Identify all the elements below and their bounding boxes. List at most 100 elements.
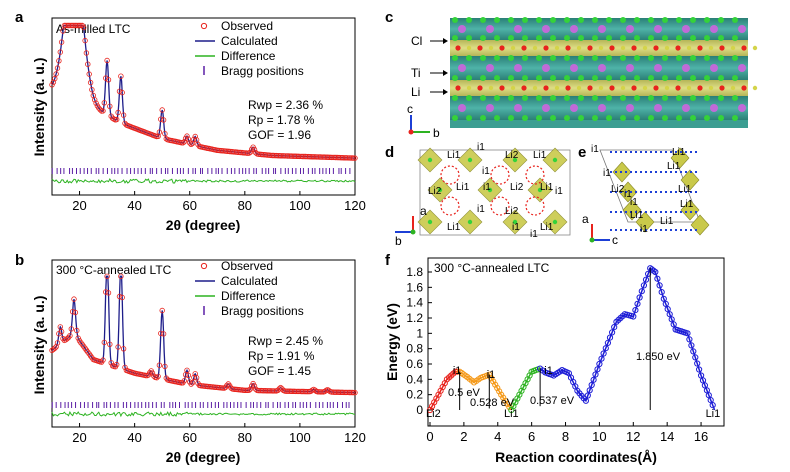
li-atom [609, 85, 615, 91]
cl-site [427, 219, 433, 225]
observed-point [156, 362, 163, 368]
observed-point [69, 309, 76, 315]
cl-atom [662, 55, 668, 61]
energy-point [490, 378, 497, 385]
site-label: Li1 [540, 182, 554, 193]
cl-atom [564, 75, 570, 81]
y-tick-label: 1.2 [406, 311, 423, 325]
energy-point [630, 313, 637, 320]
observed-point [93, 100, 99, 106]
cl-atom [606, 95, 612, 101]
cl-site [437, 187, 443, 193]
ti-atom [570, 25, 578, 33]
cl-atom [592, 55, 598, 61]
energy-point [690, 348, 697, 355]
cl-atom [690, 17, 696, 23]
cl-atom [466, 17, 472, 23]
energy-point [692, 354, 699, 361]
interstitial-site [752, 85, 758, 91]
legend-label: Bragg positions [221, 304, 304, 318]
cl-atom [662, 17, 668, 23]
cl-atom [606, 17, 612, 23]
cl-atom [550, 55, 556, 61]
energy-point [592, 371, 599, 378]
cl-atom [676, 75, 682, 81]
observed-point [160, 331, 167, 337]
e-axis-origin [589, 237, 595, 243]
panel-a-xlabel: 2θ (degree) [166, 217, 240, 233]
fit-statistic: Rwp = 2.36 % [248, 98, 323, 112]
interstitial-site [466, 85, 472, 91]
cl-atom [704, 17, 710, 23]
cl-atom [676, 35, 682, 41]
energy-barrier-label: 1.850 eV [636, 351, 681, 363]
cl-atom [648, 55, 654, 61]
li-atom [477, 45, 483, 51]
ti-atom [570, 64, 578, 72]
energy-point [582, 397, 590, 404]
observed-point [188, 141, 194, 147]
x-tick-label: 6 [528, 429, 535, 444]
observed-point [159, 107, 165, 113]
energy-point [684, 330, 691, 337]
x-tick-label: 16 [694, 429, 708, 444]
site-label: Li2 [426, 408, 441, 420]
observed-point [115, 109, 121, 116]
axis-origin [408, 129, 414, 135]
fit-statistic: GOF = 1.96 [248, 128, 311, 142]
panel-b-xlabel: 2θ (degree) [166, 449, 240, 465]
energy-point [600, 350, 607, 357]
panel-a-frame [51, 17, 356, 196]
cl-atom [480, 35, 486, 41]
fit-statistic: GOF = 1.45 [248, 364, 311, 378]
li-atom [631, 85, 637, 91]
cl-atom [452, 17, 458, 23]
panel-c-letter: c [385, 9, 393, 26]
panel-b: b 300 °C-annealed LTC Intensity (a. u.) … [15, 252, 366, 465]
panel-a-stats: Rwp = 2.36 %Rp = 1.78 %GOF = 1.96 [248, 98, 323, 142]
cl-atom [662, 75, 668, 81]
legend-label: Calculated [221, 34, 278, 48]
li-polyhedron [690, 214, 710, 236]
x-tick-label: 120 [344, 198, 366, 213]
cl-atom [466, 75, 472, 81]
y-tick-label: 0.8 [406, 342, 423, 356]
li-atom [653, 85, 659, 91]
observed-point [352, 389, 358, 396]
cl-site [467, 157, 473, 163]
energy-point [492, 381, 499, 388]
ti-atom [542, 64, 550, 72]
observed-point [85, 61, 91, 67]
li-atom [719, 45, 725, 51]
e-axis-c-label: c [612, 233, 618, 247]
interstitial-site [752, 45, 758, 51]
observed-point [160, 117, 167, 123]
ti-atom [458, 104, 466, 112]
energy-barrier-label: 0.528 eV [470, 397, 515, 409]
energy-point [686, 336, 693, 343]
observed-point [224, 382, 230, 389]
cl-atom [648, 17, 654, 23]
observed-point [118, 273, 124, 279]
li-diffusion-ring [490, 165, 510, 185]
energy-point [662, 300, 669, 307]
observed-point [67, 333, 73, 339]
site-label: i1 [477, 142, 485, 153]
label-cl: Cl [411, 34, 422, 48]
interstitial-site [488, 85, 494, 91]
site-label: Li1 [660, 216, 674, 227]
li-polyhedron [680, 199, 700, 221]
observed-point [120, 112, 127, 118]
cl-atom [606, 115, 612, 121]
observed-point [107, 341, 113, 347]
observed-point [162, 130, 168, 137]
site-label: i1 [453, 365, 462, 377]
ti-atom [458, 25, 466, 33]
energy-point [650, 267, 657, 274]
cl-atom [648, 95, 654, 101]
site-label: i1 [487, 369, 496, 381]
